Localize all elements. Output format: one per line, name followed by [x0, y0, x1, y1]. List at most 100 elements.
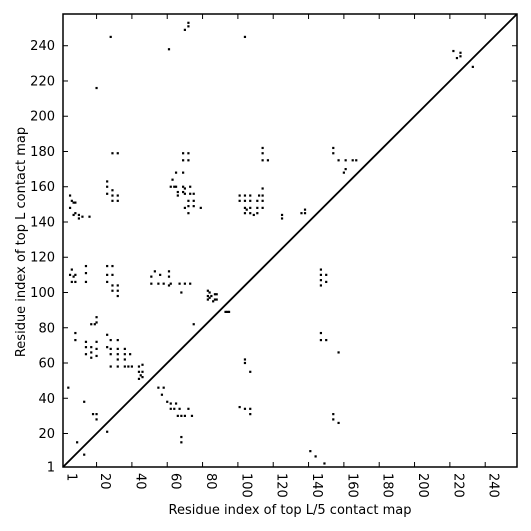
plot-frame	[62, 13, 518, 468]
contact-point	[84, 280, 88, 284]
contact-point	[116, 289, 119, 292]
contact-point	[243, 199, 247, 202]
y-tick-label: 60	[38, 357, 55, 372]
y-tick-label: 180	[30, 145, 55, 160]
contact-point	[245, 208, 248, 211]
contact-point	[95, 316, 98, 319]
contact-point	[109, 35, 112, 39]
contact-point	[471, 65, 474, 68]
contact-point	[111, 284, 114, 287]
contact-point	[183, 192, 186, 195]
contact-point	[106, 185, 109, 188]
contact-point	[319, 331, 323, 335]
contact-point	[83, 453, 86, 456]
x-axis: 1 20 40 60 80 100 120 140 160 180 200 220 240	[62, 14, 501, 498]
contact-point	[319, 284, 323, 287]
contact-point	[249, 206, 252, 209]
y-tick-label: 100	[30, 286, 55, 301]
contact-point	[187, 159, 190, 162]
contact-point	[215, 293, 218, 296]
contact-point	[337, 351, 340, 354]
contact-point	[249, 194, 252, 197]
contact-point	[455, 56, 459, 60]
contact-point	[266, 159, 270, 162]
contact-point	[206, 298, 209, 301]
contact-point	[183, 282, 186, 285]
contact-point	[116, 152, 119, 155]
contact-point	[303, 208, 307, 211]
contact-point	[249, 413, 252, 416]
y-tick-label: 1	[47, 461, 55, 476]
contact-point	[84, 272, 88, 275]
contact-point	[208, 296, 211, 299]
contact-point	[189, 185, 192, 188]
contact-point	[261, 206, 264, 209]
contact-point	[116, 347, 119, 350]
contact-point	[332, 152, 335, 155]
y-tick-label: 200	[30, 110, 55, 125]
y-tick-label: 140	[30, 215, 55, 230]
contact-point	[180, 441, 183, 444]
contact-point	[183, 187, 186, 190]
contact-point	[70, 268, 73, 271]
contact-point	[171, 178, 174, 181]
contact-point	[84, 353, 88, 356]
contact-point	[169, 402, 172, 405]
contact-point	[150, 282, 153, 285]
contact-point	[106, 430, 109, 433]
contact-point	[257, 194, 261, 197]
contact-point	[90, 356, 93, 359]
contact-point	[249, 407, 252, 410]
y-tick-label: 20	[38, 427, 55, 442]
contact-point	[130, 365, 133, 368]
contact-point	[238, 194, 241, 197]
contact-point	[67, 386, 70, 389]
contact-point	[227, 310, 231, 313]
contact-point	[342, 171, 345, 174]
contact-point	[74, 280, 77, 284]
contact-point	[88, 215, 91, 218]
contact-point	[243, 407, 247, 410]
x-tick-label: 80	[203, 473, 218, 490]
contact-point	[111, 273, 114, 276]
contact-point	[116, 338, 119, 342]
x-tick-label: 100	[238, 473, 253, 498]
contact-point	[261, 187, 264, 190]
contact-point	[116, 194, 119, 197]
contact-point	[243, 35, 247, 39]
contact-point	[459, 55, 462, 58]
contact-point	[189, 282, 192, 285]
contact-point	[167, 284, 171, 287]
contact-point	[116, 199, 119, 202]
y-tick-label: 240	[30, 39, 55, 54]
contact-point	[95, 321, 98, 324]
contact-point	[182, 152, 185, 155]
contact-point	[83, 400, 86, 403]
contact-point	[187, 152, 190, 155]
contact-point	[183, 206, 186, 209]
contact-point	[256, 212, 259, 215]
contact-point	[174, 402, 178, 405]
contact-point	[74, 338, 77, 342]
contact-point	[68, 273, 72, 276]
contact-point	[137, 377, 141, 380]
y-tick-label: 220	[30, 74, 55, 89]
contact-point	[123, 365, 126, 368]
contact-point	[213, 298, 217, 301]
x-tick-label: 60	[168, 473, 183, 490]
contact-point	[199, 206, 202, 209]
contact-point	[106, 346, 109, 349]
contact-point	[109, 365, 112, 368]
contact-point	[111, 152, 114, 155]
contact-point	[319, 273, 323, 276]
x-tick-label: 180	[380, 473, 395, 498]
contact-point	[182, 185, 185, 188]
contact-point	[72, 275, 75, 278]
contact-point	[303, 212, 307, 215]
contact-point	[74, 273, 77, 276]
contact-point	[192, 192, 195, 195]
contact-point	[167, 48, 171, 51]
y-tick-label: 160	[30, 180, 55, 195]
contact-point	[162, 386, 165, 389]
